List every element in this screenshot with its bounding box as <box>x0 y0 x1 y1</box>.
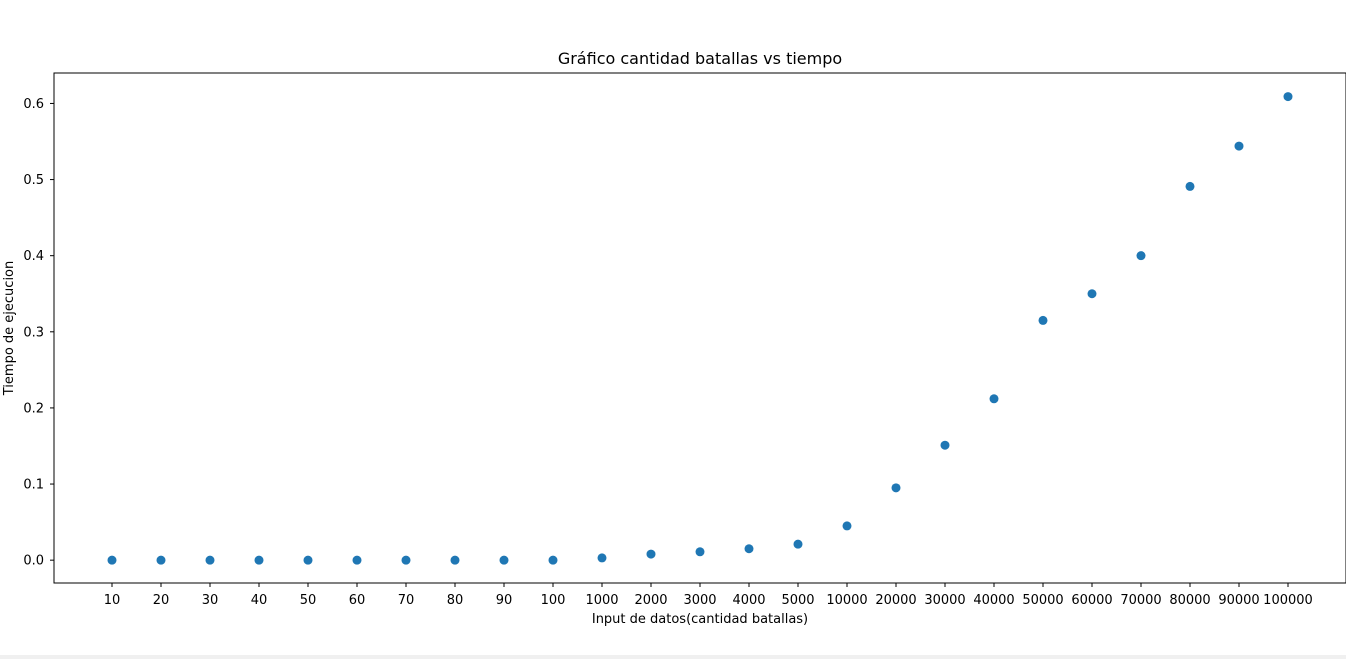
x-tick-label: 50 <box>300 593 317 608</box>
data-point <box>499 555 509 565</box>
x-tick-label: 20 <box>153 593 170 608</box>
data-point <box>1234 141 1244 151</box>
bottom-strip <box>0 655 1346 659</box>
x-tick-label: 80 <box>447 593 464 608</box>
data-point <box>1038 315 1048 325</box>
x-tick-label: 2000 <box>634 593 667 608</box>
data-points <box>107 92 1293 565</box>
x-tick-label: 30 <box>202 593 219 608</box>
data-point <box>107 555 117 565</box>
data-point <box>646 549 656 559</box>
chart-title: Gráfico cantidad batallas vs tiempo <box>558 49 842 68</box>
data-point <box>842 521 852 531</box>
y-axis-label: Tiempo de ejecucion <box>2 261 17 396</box>
data-point <box>597 553 607 563</box>
y-tick-label: 0.1 <box>23 478 44 493</box>
x-tick-label: 70000 <box>1120 593 1161 608</box>
x-tick-label: 80000 <box>1169 593 1210 608</box>
data-point <box>1283 92 1293 102</box>
y-tick-label: 0.3 <box>23 325 44 340</box>
x-tick-label: 100 <box>541 593 566 608</box>
x-tick-label: 10000 <box>826 593 867 608</box>
data-point <box>548 555 558 565</box>
x-tick-label: 40000 <box>973 593 1014 608</box>
x-tick-label: 4000 <box>732 593 765 608</box>
data-point <box>695 547 705 557</box>
data-point <box>989 394 999 404</box>
x-tick-label: 5000 <box>781 593 814 608</box>
x-tick-label: 3000 <box>683 593 716 608</box>
y-tick-label: 0.6 <box>23 97 44 112</box>
data-point <box>891 483 901 493</box>
data-point <box>352 555 362 565</box>
data-point <box>793 539 803 549</box>
data-point <box>450 555 460 565</box>
x-tick-label: 70 <box>398 593 415 608</box>
data-point <box>254 555 264 565</box>
data-point <box>1087 289 1097 299</box>
data-point <box>156 555 166 565</box>
y-tick-label: 0.4 <box>23 249 44 264</box>
x-tick-label: 30000 <box>924 593 965 608</box>
x-tick-label: 90 <box>496 593 513 608</box>
y-axis-ticks: 0.0 0.1 0.2 0.3 0.4 0.5 0.6 <box>23 97 54 569</box>
x-tick-label: 1000 <box>585 593 618 608</box>
x-tick-label: 100000 <box>1263 593 1313 608</box>
y-tick-label: 0.0 <box>23 554 44 569</box>
data-point <box>1185 181 1195 191</box>
plot-area <box>53 72 1346 584</box>
data-point <box>1136 251 1146 261</box>
y-tick-label: 0.5 <box>23 173 44 188</box>
x-axis-label: Input de datos(cantidad batallas) <box>592 612 808 627</box>
x-axis-ticks: 10 20 30 40 50 60 70 80 90 100 1000 2000 3000 4000 500… <box>104 583 1313 608</box>
x-tick-label: 40 <box>251 593 268 608</box>
x-tick-label: 20000 <box>875 593 916 608</box>
x-tick-label: 10 <box>104 593 121 608</box>
x-tick-label: 90000 <box>1218 593 1259 608</box>
x-tick-label: 60 <box>349 593 366 608</box>
data-point <box>205 555 215 565</box>
y-tick-label: 0.2 <box>23 401 44 416</box>
data-point <box>940 440 950 450</box>
data-point <box>303 555 313 565</box>
data-point <box>744 544 754 554</box>
x-tick-label: 50000 <box>1022 593 1063 608</box>
data-point <box>401 555 411 565</box>
x-tick-label: 60000 <box>1071 593 1112 608</box>
